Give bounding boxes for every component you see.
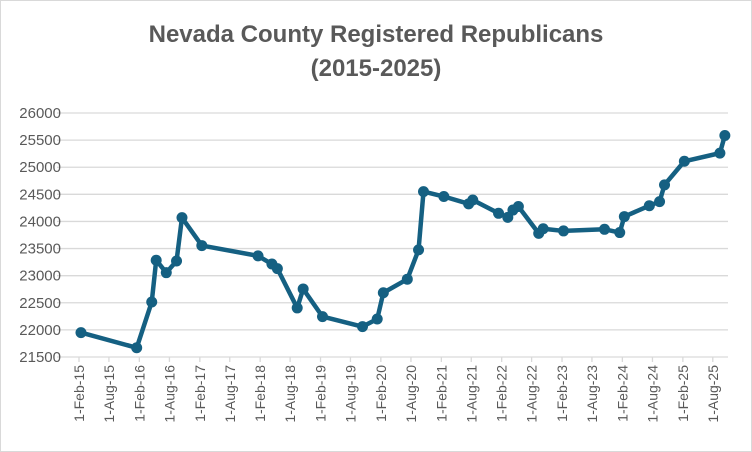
data-point: [714, 147, 726, 159]
x-tick-label: 1-Aug-25: [705, 365, 721, 423]
x-tick-label: 1-Aug-18: [282, 365, 298, 423]
chart-title-line-1: Nevada County Registered Republicans: [148, 21, 604, 48]
x-tick-label: 1-Feb-24: [614, 365, 630, 422]
data-point: [438, 191, 450, 203]
data-point: [467, 194, 479, 206]
chart-title: Nevada County Registered Republicans (20…: [0, 18, 752, 86]
x-tick-label: 1-Aug-23: [584, 365, 600, 423]
data-point: [160, 267, 172, 279]
x-tick-label: 1-Feb-16: [131, 365, 147, 422]
x-tick-label: 1-Feb-20: [373, 365, 389, 422]
x-tick-label: 1-Feb-23: [554, 365, 570, 422]
y-tick-label: 26000: [19, 105, 61, 122]
x-tick-label: 1-Feb-22: [494, 365, 510, 422]
y-tick-label: 23500: [19, 241, 61, 258]
x-tick-label: 1-Feb-17: [192, 365, 208, 422]
data-point: [618, 211, 630, 223]
y-tick-label: 25000: [19, 159, 61, 176]
y-tick-label: 24500: [19, 186, 61, 203]
data-point: [558, 225, 570, 237]
data-point: [537, 223, 549, 235]
data-point: [171, 255, 183, 267]
data-point: [643, 200, 655, 212]
y-tick-label: 21500: [19, 349, 61, 366]
x-tick-label: 1-Feb-18: [252, 365, 268, 422]
data-point: [176, 212, 188, 224]
data-point: [371, 313, 383, 325]
x-tick-label: 1-Aug-16: [161, 365, 177, 423]
data-point: [678, 155, 690, 167]
data-point: [75, 327, 87, 339]
data-point: [297, 283, 309, 295]
data-point: [599, 223, 611, 235]
chart-title-line-2: (2015-2025): [310, 55, 442, 82]
x-tick-label: 1-Aug-17: [222, 365, 238, 423]
data-point: [377, 287, 389, 299]
data-point: [291, 302, 303, 314]
data-point: [493, 207, 505, 219]
data-point: [150, 254, 162, 266]
data-point: [659, 179, 671, 191]
data-point: [131, 342, 143, 354]
x-tick-label: 1-Aug-21: [463, 365, 479, 423]
data-point: [654, 196, 666, 208]
x-tick-label: 1-Aug-24: [644, 365, 660, 423]
x-tick-label: 1-Aug-20: [403, 365, 419, 423]
data-point: [413, 244, 425, 256]
data-point: [271, 263, 283, 275]
data-point: [146, 296, 158, 308]
x-tick-label: 1-Feb-15: [71, 365, 87, 422]
x-tick-label: 1-Aug-19: [342, 365, 358, 423]
data-point: [316, 311, 328, 323]
y-tick-label: 24000: [19, 213, 61, 230]
y-tick-label: 23000: [19, 268, 61, 285]
data-point: [512, 201, 524, 213]
data-point: [252, 250, 264, 262]
x-tick-label: 1-Aug-22: [524, 365, 540, 423]
x-tick-label: 1-Aug-15: [101, 365, 117, 423]
data-point: [401, 273, 413, 285]
x-tick-label: 1-Feb-21: [433, 365, 449, 422]
y-tick-label: 22000: [19, 322, 61, 339]
y-tick-label: 25500: [19, 132, 61, 149]
x-tick-label: 1-Feb-19: [313, 365, 329, 422]
x-tick-label: 1-Feb-25: [675, 365, 691, 422]
y-tick-label: 22500: [19, 295, 61, 312]
data-point: [418, 186, 430, 198]
data-point: [614, 227, 626, 239]
data-point: [196, 240, 208, 252]
data-point: [357, 321, 369, 333]
data-point: [719, 130, 731, 142]
